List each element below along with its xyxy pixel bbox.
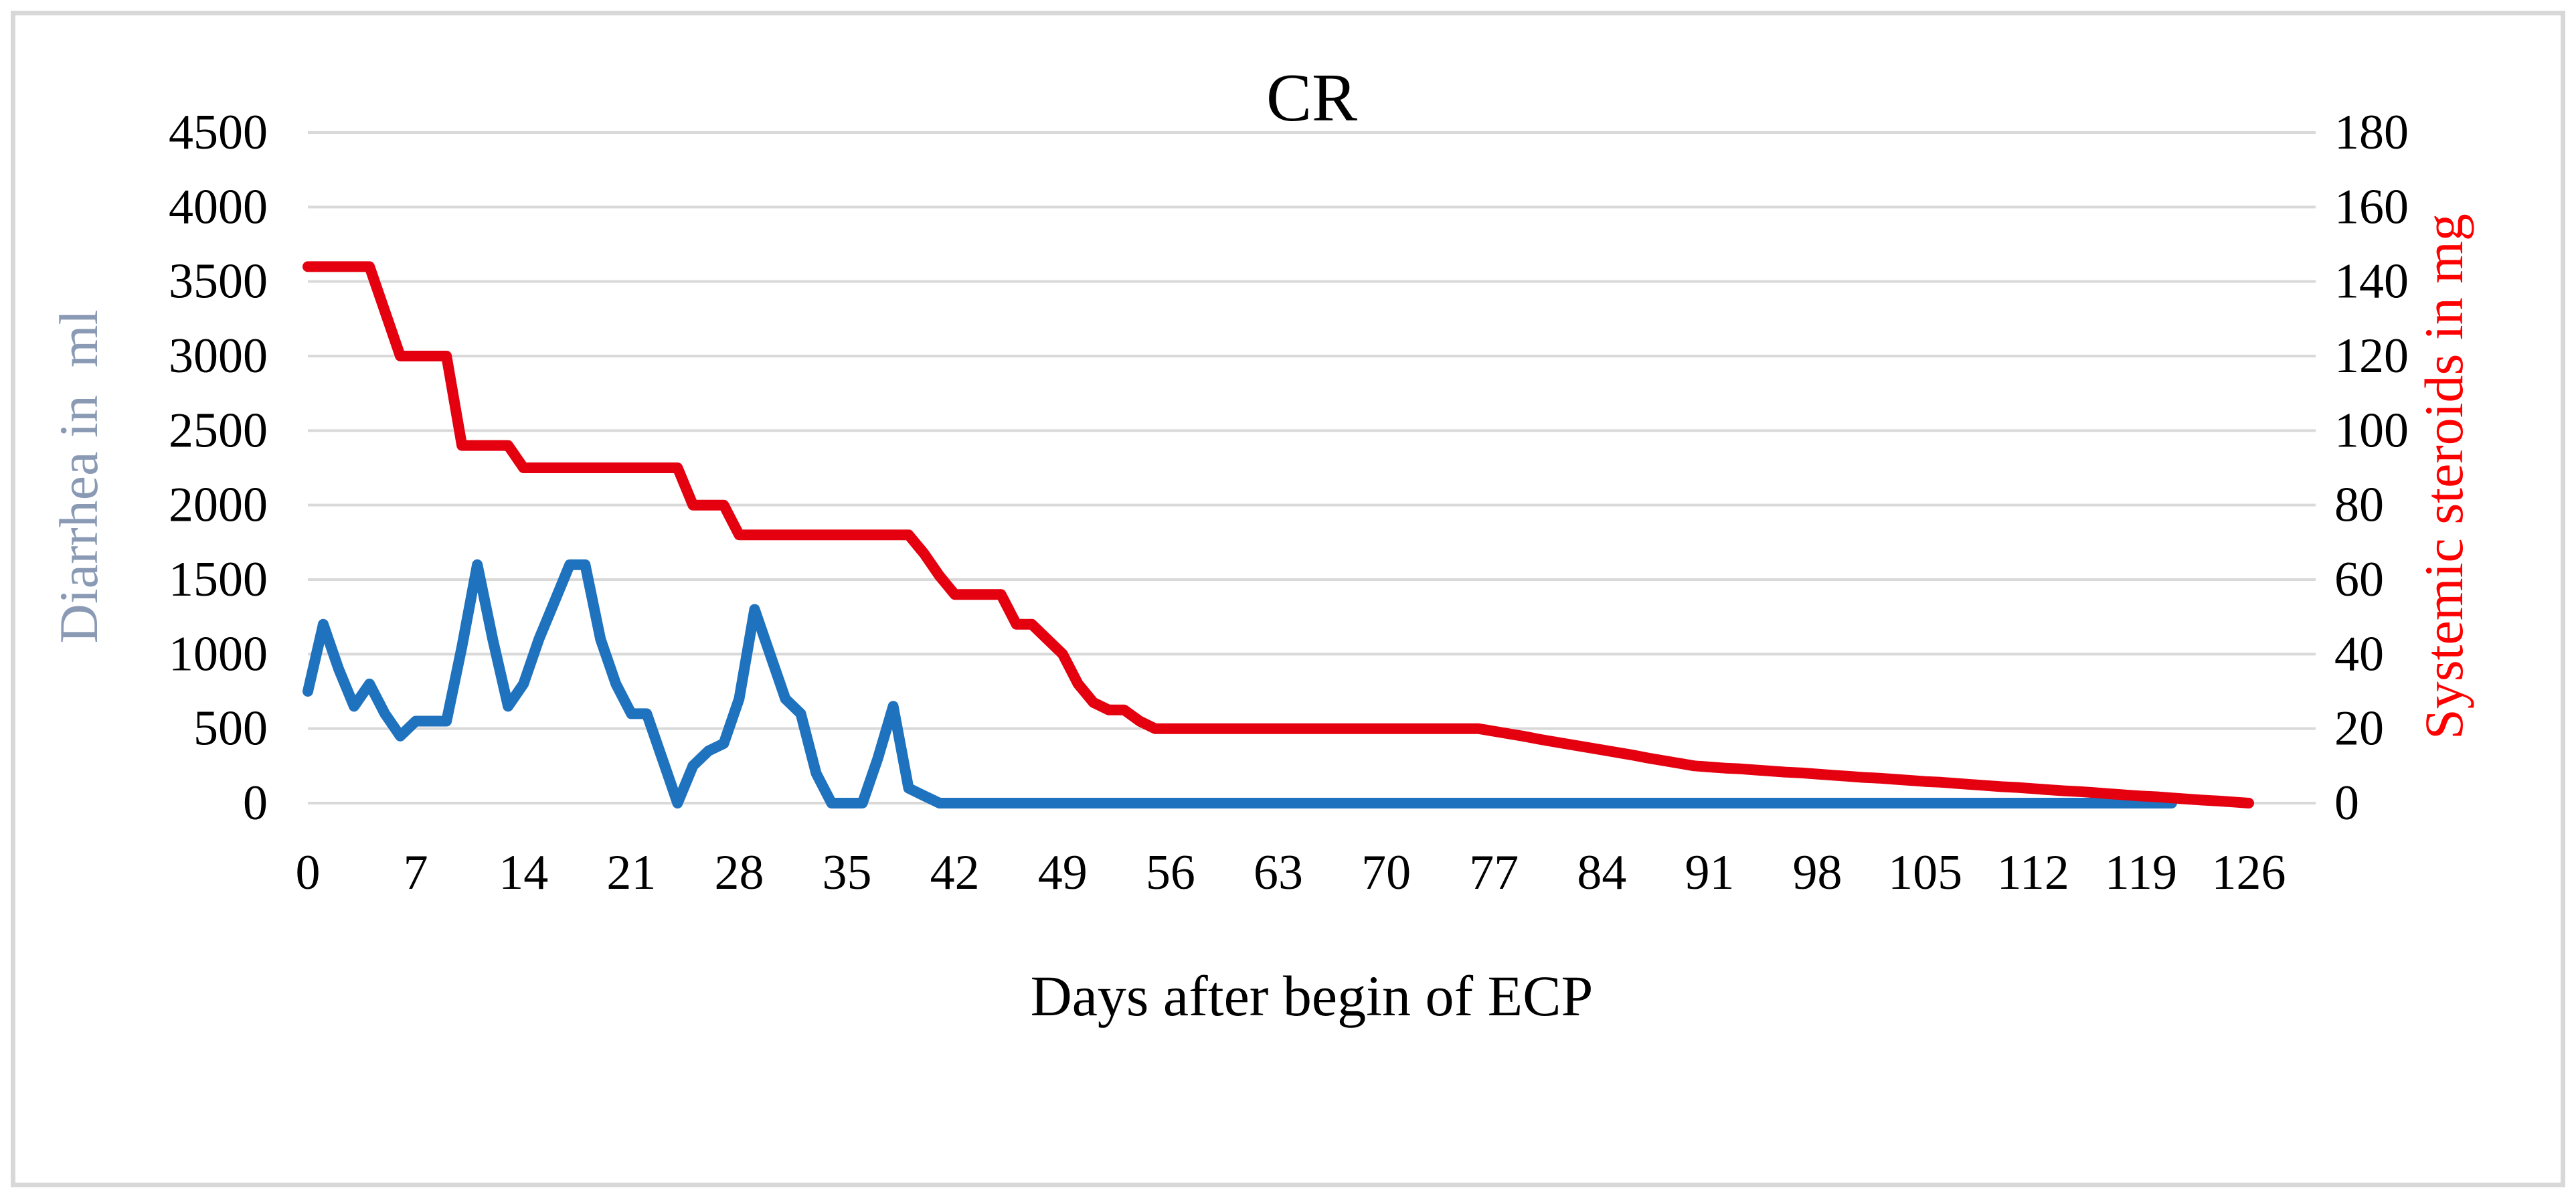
svg-text:49: 49 (1038, 845, 1088, 900)
svg-text:0: 0 (243, 776, 268, 831)
svg-text:4500: 4500 (169, 105, 268, 160)
svg-text:1500: 1500 (169, 552, 268, 607)
svg-text:20: 20 (2334, 701, 2384, 756)
svg-text:120: 120 (2334, 329, 2409, 383)
svg-text:14: 14 (499, 845, 548, 900)
svg-text:91: 91 (1685, 845, 1734, 900)
svg-text:80: 80 (2334, 478, 2384, 533)
diarrhea-line (303, 559, 2177, 808)
svg-text:126: 126 (2212, 845, 2286, 900)
svg-text:105: 105 (1888, 845, 1962, 900)
svg-text:2500: 2500 (169, 403, 268, 458)
x-axis-title: Days after begin of ECP (1030, 964, 1594, 1028)
figure-border (11, 11, 2565, 1187)
svg-text:70: 70 (1361, 845, 1411, 900)
left-axis-tick-labels: 0 500 1000 1500 2000 2500 3000 3500 4000 4500 (169, 105, 268, 831)
svg-text:42: 42 (930, 845, 980, 900)
svg-text:63: 63 (1254, 845, 1303, 900)
svg-text:160: 160 (2334, 179, 2409, 234)
svg-text:4000: 4000 (169, 179, 268, 234)
chart-title: CR (1266, 60, 1358, 136)
svg-text:500: 500 (193, 701, 268, 756)
svg-text:7: 7 (404, 845, 428, 900)
svg-text:84: 84 (1577, 845, 1626, 900)
right-axis-tick-labels: 0 20 40 60 80 100 120 140 160 180 (2334, 105, 2409, 831)
svg-text:112: 112 (1997, 845, 2069, 900)
svg-text:28: 28 (714, 845, 764, 900)
svg-text:1000: 1000 (169, 626, 268, 681)
svg-text:40: 40 (2334, 626, 2384, 681)
svg-text:140: 140 (2334, 254, 2409, 309)
svg-text:119: 119 (2105, 845, 2177, 900)
svg-text:0: 0 (2334, 776, 2359, 831)
svg-text:60: 60 (2334, 552, 2384, 607)
svg-text:2000: 2000 (169, 478, 268, 533)
svg-text:98: 98 (1793, 845, 1842, 900)
gridlines (308, 131, 2316, 804)
svg-text:21: 21 (606, 845, 656, 900)
svg-text:180: 180 (2334, 105, 2409, 160)
x-axis-tick-labels: 0 7 14 21 28 35 42 49 56 63 70 77 84 91 98 105 112 119 126 (296, 845, 2286, 900)
svg-text:100: 100 (2334, 403, 2409, 458)
svg-text:35: 35 (823, 845, 872, 900)
svg-text:0: 0 (296, 845, 321, 900)
svg-text:3000: 3000 (169, 329, 268, 383)
steroids-line (303, 261, 2254, 808)
svg-text:77: 77 (1469, 845, 1519, 900)
svg-text:56: 56 (1146, 845, 1195, 900)
svg-text:3500: 3500 (169, 254, 268, 309)
